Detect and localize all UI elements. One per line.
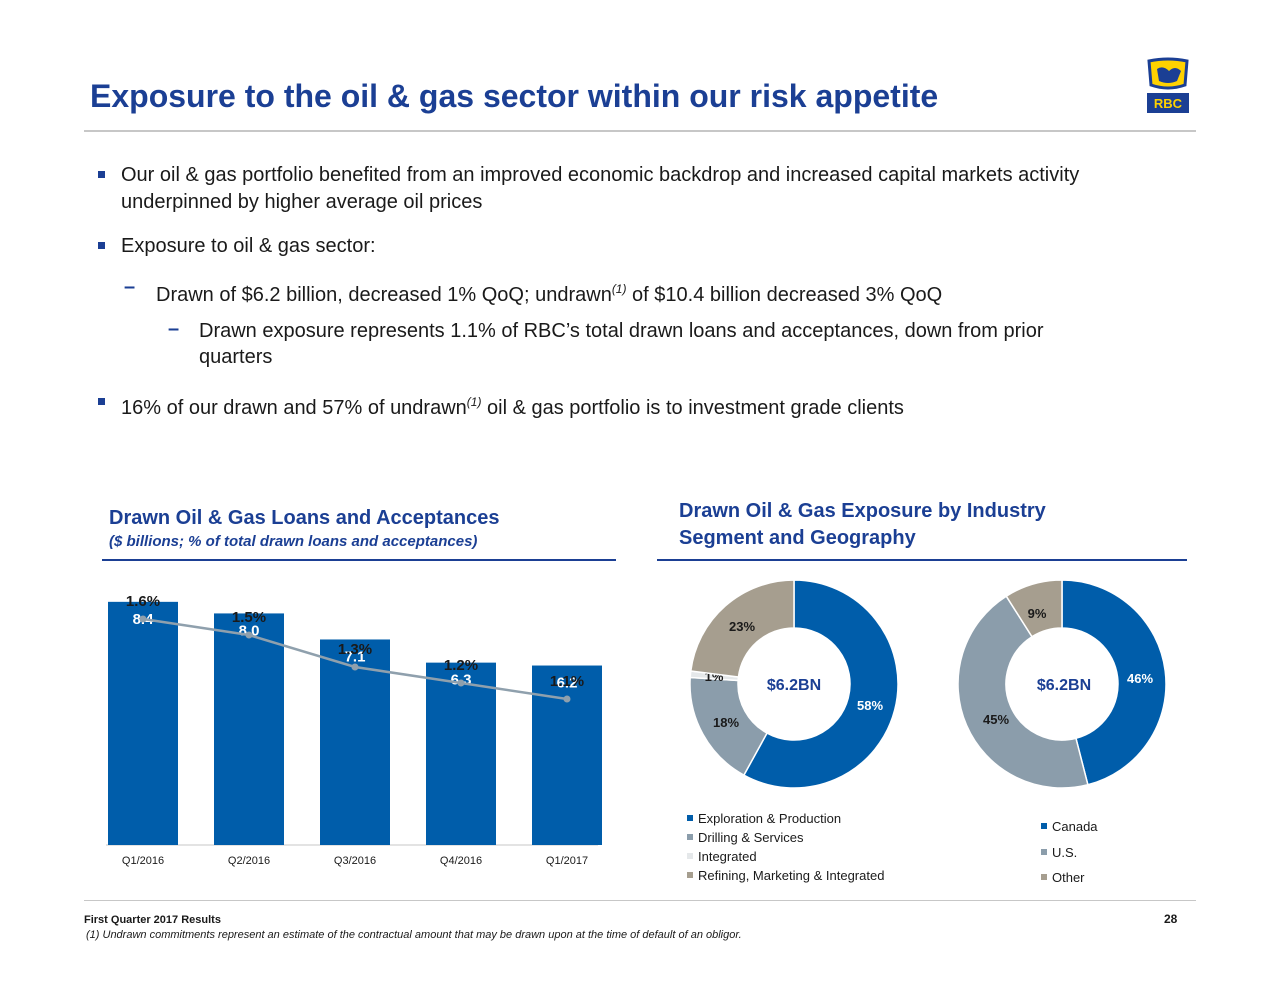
- legend-label: Canada: [1052, 819, 1098, 834]
- line-point: [457, 679, 465, 687]
- sub-bullet-dash: –: [124, 276, 136, 298]
- slice-label: 18%: [713, 715, 739, 730]
- legend-swatch: [1041, 823, 1047, 829]
- legend-swatch: [687, 853, 693, 859]
- bullet-4-line-2: quarters: [199, 346, 273, 368]
- footer-divider: [84, 900, 1196, 901]
- slice-label: 9%: [1028, 606, 1047, 621]
- line-value-label: 1.6%: [126, 593, 160, 610]
- left-chart-subtitle: ($ billions; % of total drawn loans and …: [109, 533, 478, 550]
- line-value-label: 1.1%: [550, 673, 584, 690]
- line-point: [351, 663, 359, 671]
- line-point: [139, 615, 147, 623]
- line-point: [245, 631, 253, 639]
- legend-swatch: [1041, 849, 1047, 855]
- donut-slice: [689, 579, 795, 678]
- legend-label: U.S.: [1052, 845, 1078, 860]
- bar-value-label: 6.2: [557, 675, 578, 692]
- right-chart-title-line-2: Segment and Geography: [679, 527, 916, 549]
- bullet-3: Drawn of $6.2 billion, decreased 1% QoQ;…: [156, 276, 942, 309]
- title-divider: [84, 130, 1196, 132]
- logo-text: RBC: [1154, 96, 1183, 111]
- legend-item: Other: [1041, 870, 1085, 885]
- bullet-4-line-1: Drawn exposure represents 1.1% of RBC’s …: [199, 320, 1044, 342]
- bullet-5-text-end: oil & gas portfolio is to investment gra…: [481, 397, 904, 419]
- x-tick-label: Q4/2016: [440, 855, 482, 867]
- donut-slice: [957, 595, 1089, 789]
- donut-center-label: $6.2BN: [1037, 677, 1091, 694]
- bullet-marker: [98, 242, 105, 249]
- line-value-label: 1.2%: [444, 657, 478, 674]
- bar: [320, 639, 390, 845]
- x-tick-label: Q1/2017: [546, 855, 588, 867]
- x-tick-label: Q1/2016: [122, 855, 164, 867]
- donut-center-label: $6.2BN: [767, 677, 821, 694]
- donut-slice: [1005, 579, 1063, 638]
- donut-slice: [742, 579, 899, 789]
- legend-label: Refining, Marketing & Integrated: [698, 868, 885, 883]
- line-point: [563, 695, 571, 703]
- legend-swatch: [687, 834, 693, 840]
- footnote-ref: (1): [466, 395, 482, 409]
- legend-label: Drilling & Services: [698, 830, 804, 845]
- right-chart-rule: [657, 559, 1187, 561]
- legend-swatch: [687, 815, 693, 821]
- slice-label: 58%: [857, 698, 883, 713]
- bar-value-label: 7.1: [345, 648, 366, 665]
- x-tick-label: Q3/2016: [334, 855, 376, 867]
- bullet-3-text-end: of $10.4 billion decreased 3% QoQ: [626, 284, 943, 306]
- line-value-label: 1.5%: [232, 609, 266, 626]
- rbc-logo: RBC: [1143, 55, 1193, 117]
- legend-item: U.S.: [1041, 845, 1077, 860]
- page-title: Exposure to the oil & gas sector within …: [90, 78, 939, 114]
- legend-swatch: [687, 872, 693, 878]
- legend-label: Exploration & Production: [698, 811, 842, 826]
- slice-label: 23%: [729, 619, 755, 634]
- bullet-5-text: 16% of our drawn and 57% of undrawn: [121, 397, 467, 419]
- x-tick-label: Q2/2016: [228, 855, 270, 867]
- footnote-ref: (1): [611, 282, 627, 296]
- bullet-5: 16% of our drawn and 57% of undrawn(1) o…: [121, 389, 904, 422]
- bullet-2: Exposure to oil & gas sector:: [121, 235, 376, 257]
- bullet-3-text: Drawn of $6.2 billion, decreased 1% QoQ;…: [156, 284, 612, 306]
- right-chart-title-line-1: Drawn Oil & Gas Exposure by Industry: [679, 500, 1046, 522]
- legend-item: Integrated: [687, 849, 757, 864]
- left-chart-rule: [102, 559, 616, 561]
- bar: [426, 662, 496, 845]
- legend-label: Other: [1052, 870, 1085, 885]
- bar: [108, 601, 178, 845]
- left-chart-title: Drawn Oil & Gas Loans and Acceptances: [109, 507, 500, 529]
- slice-label: 46%: [1127, 671, 1153, 686]
- legend-item: Refining, Marketing & Integrated: [687, 868, 884, 883]
- slice-label: 45%: [983, 712, 1009, 727]
- legend-item: Drilling & Services: [687, 830, 803, 845]
- footnote: (1) Undrawn commitments represent an est…: [86, 929, 742, 941]
- bullet-marker: [98, 398, 105, 405]
- bullet-marker: [98, 171, 105, 178]
- legend-item: Canada: [1041, 819, 1098, 834]
- legend-swatch: [1041, 874, 1047, 880]
- bar: [214, 613, 284, 845]
- sub-sub-bullet-dash: –: [168, 318, 180, 340]
- page-number: 28: [1164, 912, 1178, 926]
- legend-label: Integrated: [698, 849, 757, 864]
- bullet-1-line-1: Our oil & gas portfolio benefited from a…: [121, 164, 1080, 186]
- line-value-label: 1.3%: [338, 641, 372, 658]
- donut-slice: [1061, 579, 1167, 786]
- bullet-1-line-2: underpinned by higher average oil prices: [121, 191, 483, 213]
- legend-item: Exploration & Production: [687, 811, 841, 826]
- footer-title: First Quarter 2017 Results: [84, 914, 221, 926]
